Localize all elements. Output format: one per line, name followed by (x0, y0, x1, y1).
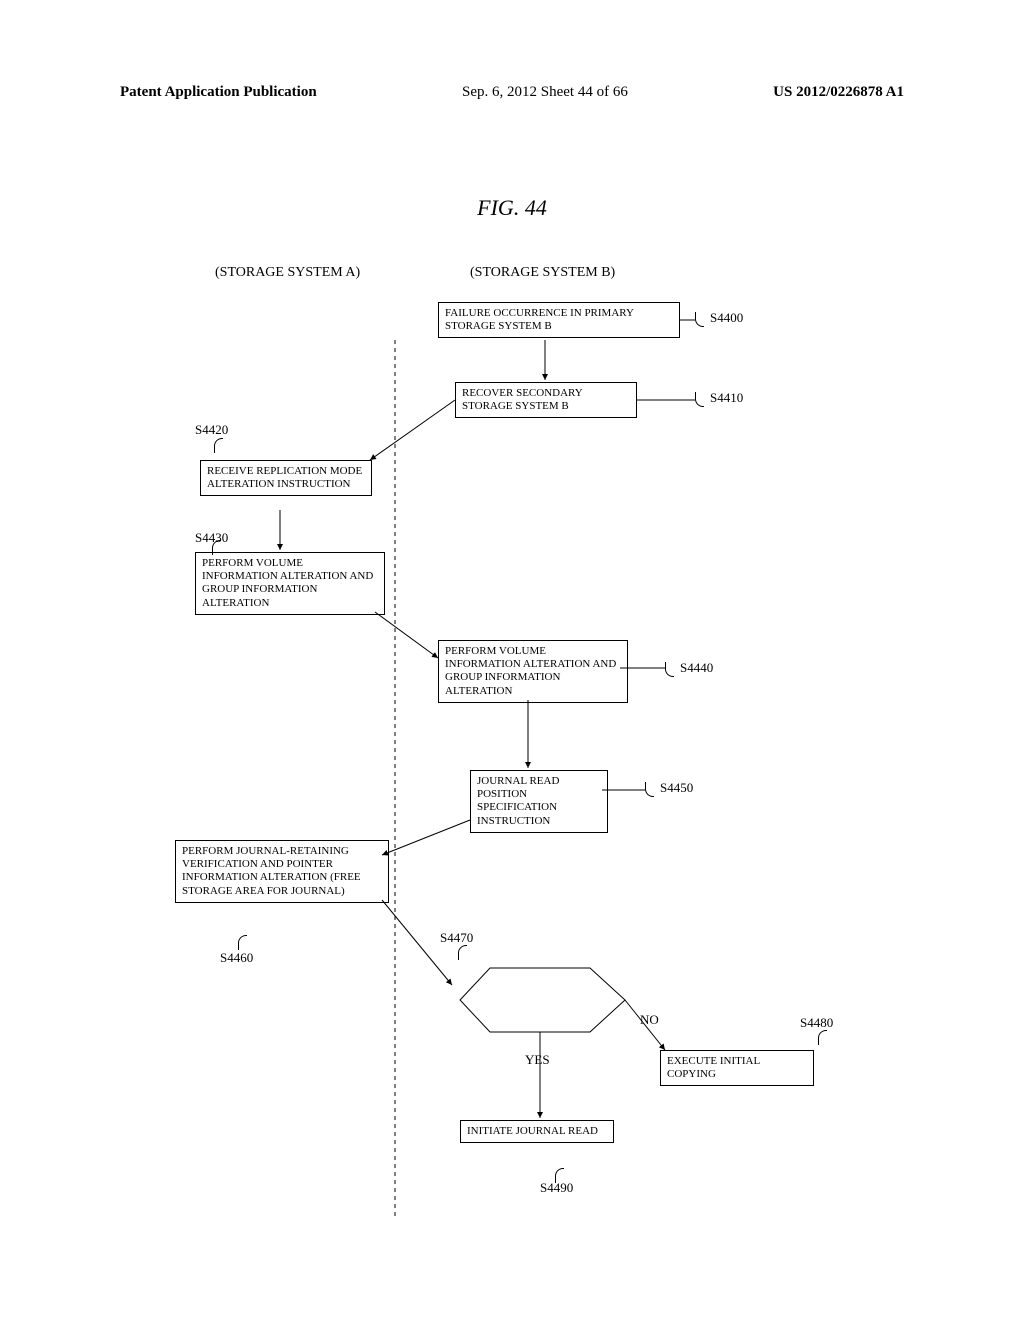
step-s4490-box: INITIATE JOURNAL READ (460, 1120, 614, 1143)
step-s4410-box: RECOVER SECONDARY STORAGE SYSTEM B (455, 382, 637, 418)
step-s4420-box: RECEIVE REPLICATION MODE ALTERATION INST… (200, 460, 372, 496)
tick-icon (645, 782, 654, 797)
tick-icon (214, 438, 223, 453)
step-s4480-box: EXECUTE INITIAL COPYING (660, 1050, 814, 1086)
step-s4400-box: FAILURE OCCURRENCE IN PRIMARY STORAGE SY… (438, 302, 680, 338)
step-s4450-box: JOURNAL READ POSITION SPECIFICATION INST… (470, 770, 608, 833)
tick-icon (555, 1168, 564, 1183)
tick-icon (818, 1030, 827, 1045)
step-s4400-text: FAILURE OCCURRENCE IN PRIMARY STORAGE SY… (445, 307, 634, 332)
step-s4430-text: PERFORM VOLUME INFORMATION ALTERATION AN… (202, 557, 373, 609)
step-s4480-text: EXECUTE INITIAL COPYING (667, 1055, 760, 1080)
tick-icon (665, 662, 674, 677)
branch-no: NO (640, 1012, 659, 1028)
step-s4440-label: S4440 (680, 660, 713, 676)
figure-title: FIG. 44 (0, 195, 1024, 221)
step-s4410-text: RECOVER SECONDARY STORAGE SYSTEM B (462, 387, 582, 412)
tick-icon (695, 392, 704, 407)
step-s4420-text: RECEIVE REPLICATION MODE ALTERATION INST… (207, 465, 362, 490)
header-center: Sep. 6, 2012 Sheet 44 of 66 (462, 84, 628, 101)
tick-icon (212, 540, 221, 555)
decision-s4470-text: RESPONSE IS INITIATABLE? (495, 984, 585, 1013)
branch-yes: YES (525, 1052, 550, 1068)
step-s4440-text: PERFORM VOLUME INFORMATION ALTERATION AN… (445, 645, 616, 697)
step-s4490-text: INITIATE JOURNAL READ (467, 1125, 598, 1137)
step-s4450-text: JOURNAL READ POSITION SPECIFICATION INST… (477, 775, 559, 827)
step-s4430-label: S4430 (195, 530, 228, 546)
tick-icon (458, 945, 467, 960)
step-s4470-label: S4470 (440, 930, 473, 946)
step-s4450-label: S4450 (660, 780, 693, 796)
step-s4400-label: S4400 (710, 310, 743, 326)
header-left: Patent Application Publication (120, 84, 317, 101)
step-s4440-box: PERFORM VOLUME INFORMATION ALTERATION AN… (438, 640, 628, 703)
step-s4480-label: S4480 (800, 1015, 833, 1031)
step-s4460-box: PERFORM JOURNAL-RETAINING VERIFICATION A… (175, 840, 389, 903)
step-s4430-box: PERFORM VOLUME INFORMATION ALTERATION AN… (195, 552, 385, 615)
step-s4410-label: S4410 (710, 390, 743, 406)
header-right: US 2012/0226878 A1 (773, 84, 904, 101)
page-header: Patent Application Publication Sep. 6, 2… (0, 84, 1024, 101)
step-s4460-text: PERFORM JOURNAL-RETAINING VERIFICATION A… (182, 845, 361, 897)
step-s4460-label: S4460 (220, 950, 253, 966)
column-b-label: (STORAGE SYSTEM B) (470, 265, 615, 281)
tick-icon (238, 935, 247, 950)
step-s4420-label: S4420 (195, 422, 228, 438)
tick-icon (695, 312, 704, 327)
column-a-label: (STORAGE SYSTEM A) (215, 265, 360, 281)
